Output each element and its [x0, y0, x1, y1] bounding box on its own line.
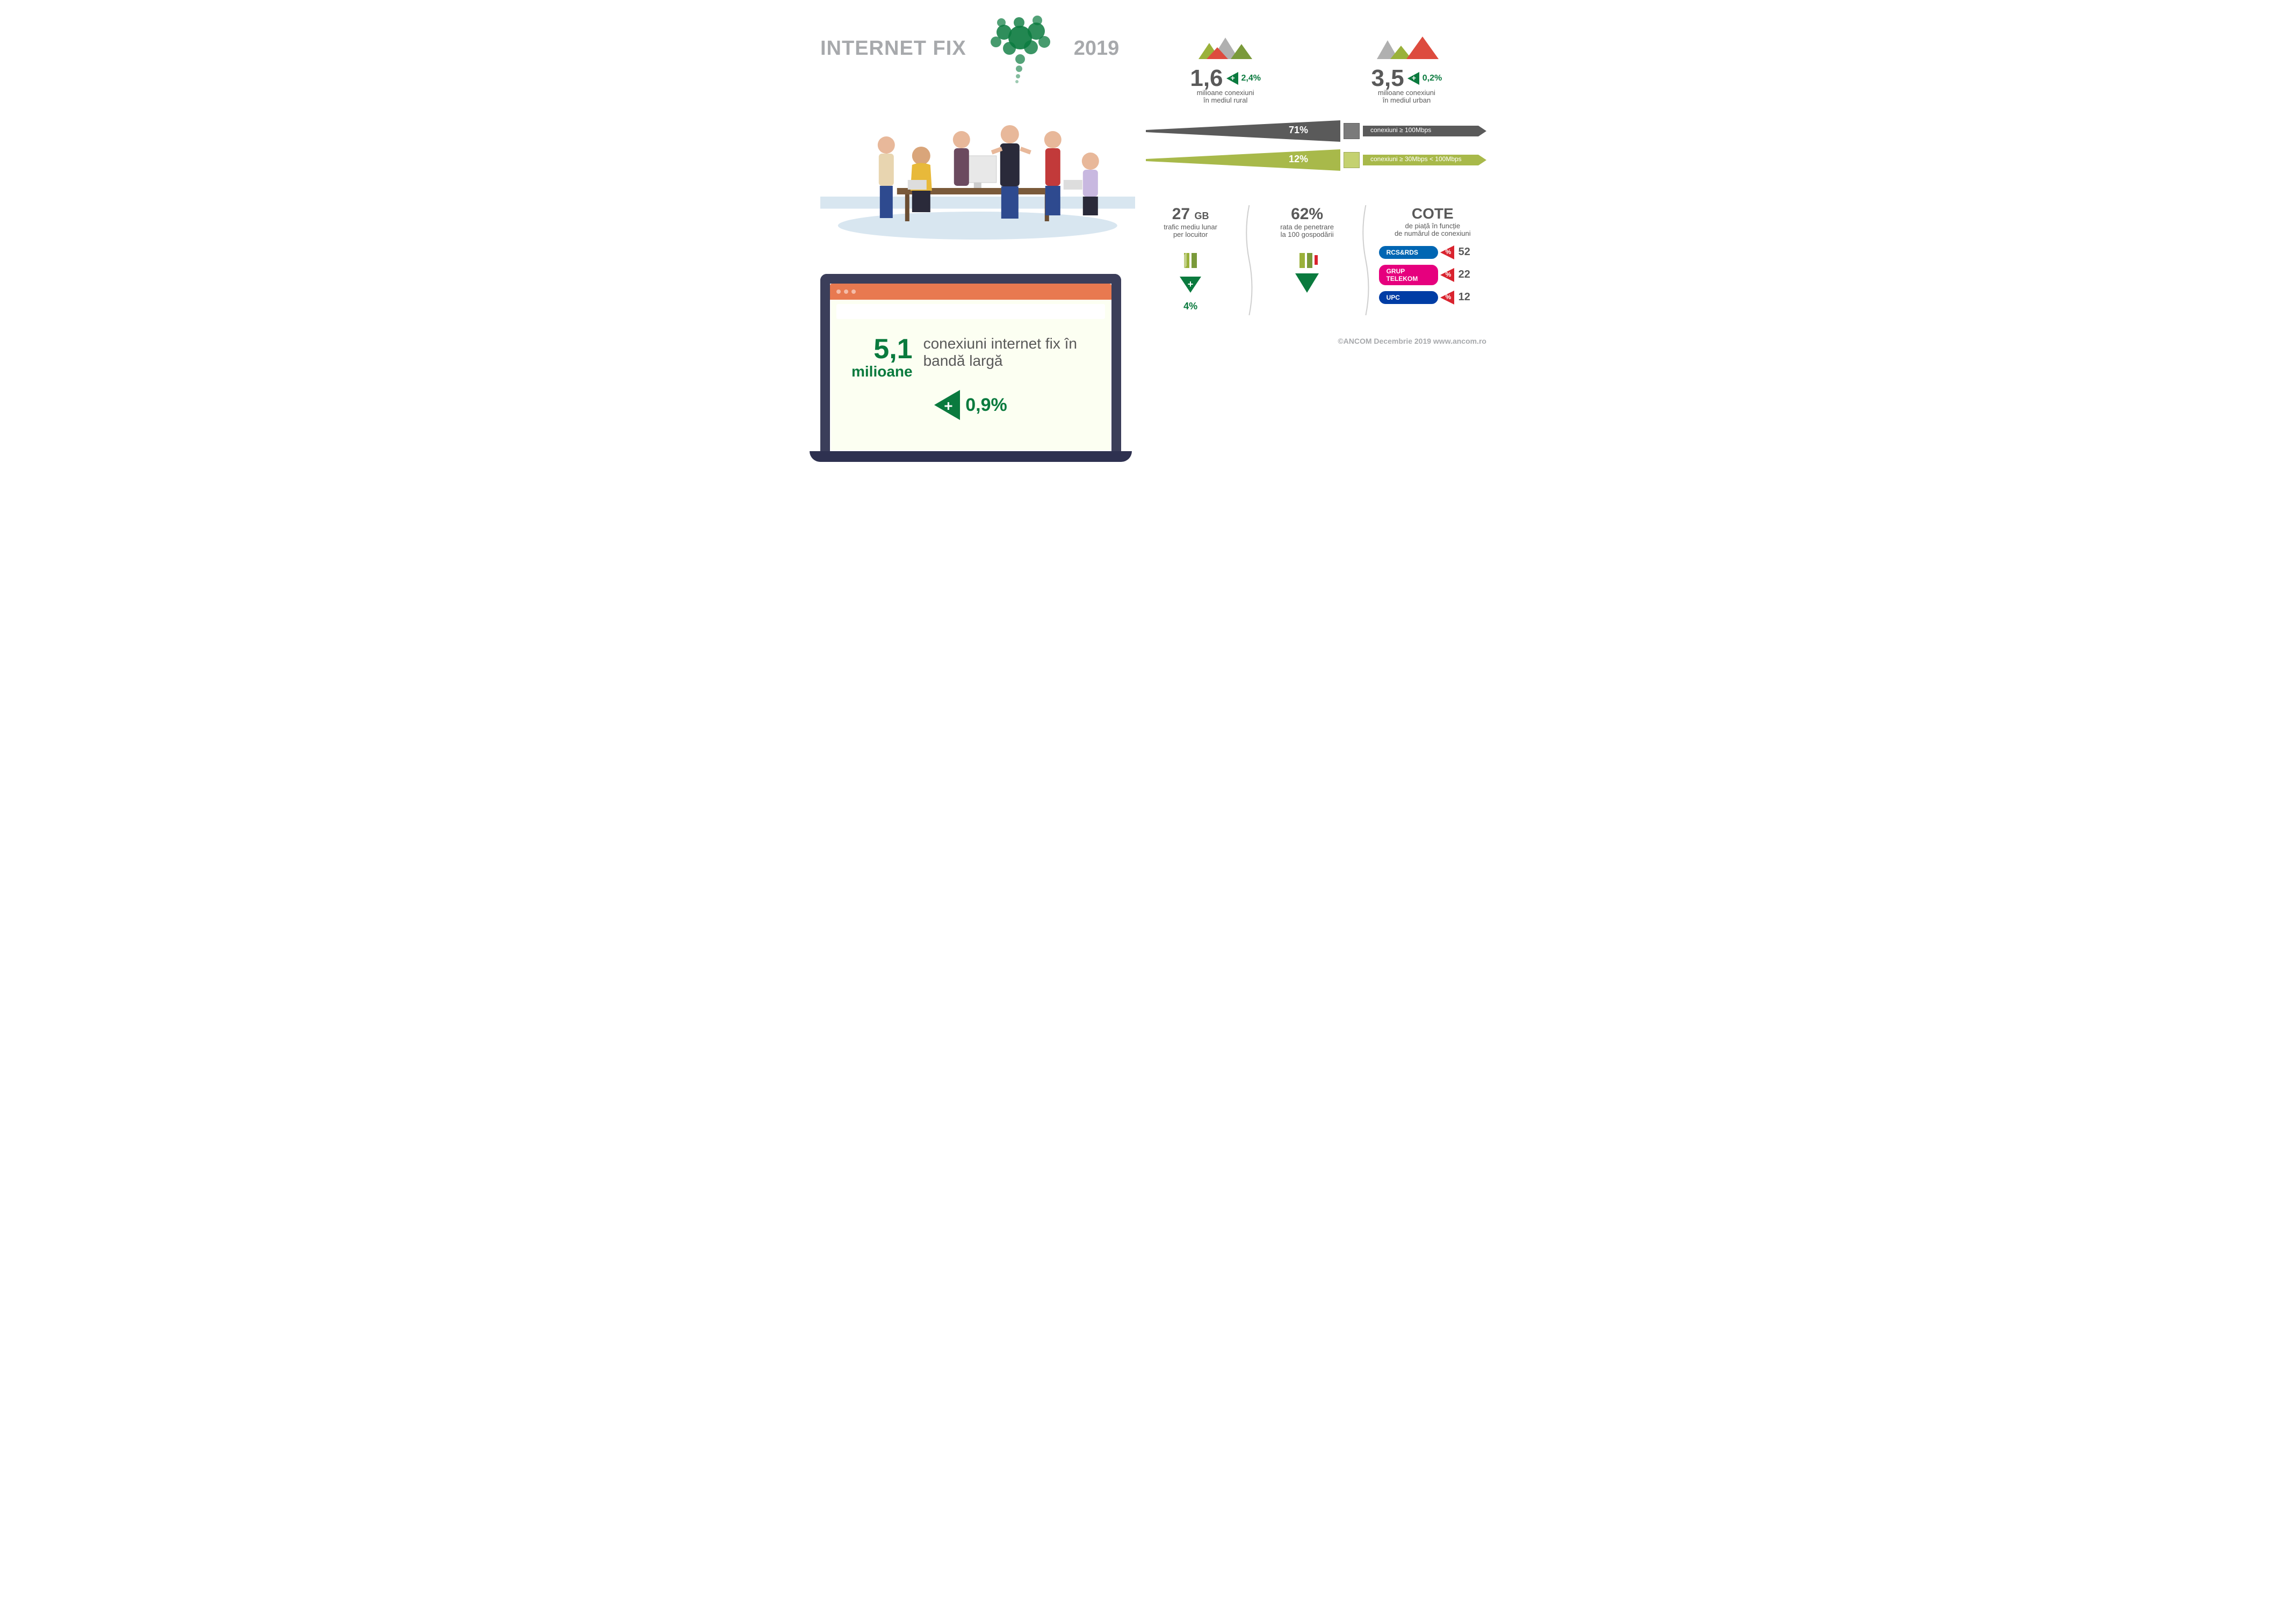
urban-change: 0,2% [1423, 74, 1442, 83]
urban-mountains-icon [1369, 32, 1444, 62]
title-main: INTERNET FIX [820, 37, 966, 60]
share-arrow-icon: % [1440, 268, 1454, 282]
browser-bar [830, 284, 1111, 300]
rural-stat: 1,6 + 2,4% milioane conexiuniîn mediul r… [1188, 32, 1263, 104]
browser-url [836, 304, 1105, 319]
share-value: 52 [1459, 246, 1470, 258]
share-arrow-icon: % [1440, 291, 1454, 305]
header: INTERNET FIX [820, 11, 1135, 86]
share-row: UPC% 12 [1379, 291, 1486, 305]
social-bubble-icon [977, 11, 1063, 86]
total-connections-desc: conexiuni internet fix în bandă largă [923, 335, 1090, 370]
market-share: COTE de piață în funcțiede numărul de co… [1379, 205, 1486, 310]
urban-value: 3,5 [1371, 68, 1404, 89]
tower-icon [1291, 250, 1323, 293]
share-value: 12 [1459, 291, 1470, 303]
rural-change: 2,4% [1241, 74, 1261, 83]
share-value: 22 [1459, 269, 1470, 281]
share-arrow-icon: % [1440, 245, 1454, 259]
tower-icon: + [1174, 250, 1207, 293]
growth-arrow-icon: + [1407, 72, 1419, 85]
urban-stat: 3,5 + 0,2% milioane conexiuniîn mediul u… [1369, 32, 1444, 104]
total-connections-change: 0,9% [965, 395, 1007, 416]
cube-icon [1344, 123, 1360, 139]
penetration-stat: 62% rata de penetrarela 100 gospodării [1262, 205, 1352, 299]
total-connections-value: 5,1 milioane [851, 335, 913, 380]
speed-bar-100mbps: 71% conexiuni ≥ 100Mbps [1146, 120, 1486, 142]
title-year: 2019 [1074, 37, 1120, 60]
footer-credit: ©ANCOM Decembrie 2019 www.ancom.ro [1146, 337, 1486, 345]
share-pill: GRUP TELEKOM [1379, 265, 1438, 285]
laptop-stat: 5,1 milioane conexiuni internet fix în b… [820, 274, 1121, 462]
growth-arrow-icon: + [1226, 72, 1238, 85]
urban-label: milioane conexiuniîn mediul urban [1369, 89, 1444, 105]
rural-label: milioane conexiuniîn mediul rural [1188, 89, 1263, 105]
share-pill: UPC [1379, 291, 1438, 304]
divider-icon [1358, 205, 1374, 315]
growth-arrow-icon: + [934, 390, 960, 420]
people-illustration [820, 91, 1135, 242]
cube-icon [1344, 152, 1360, 168]
traffic-stat: 27 GB trafic mediu lunarper locuitor + 4… [1146, 205, 1236, 312]
svg-text:+: + [1188, 279, 1194, 289]
rural-value: 1,6 [1190, 68, 1223, 89]
speed-bar-30mbps: 12% conexiuni ≥ 30Mbps < 100Mbps [1146, 149, 1486, 171]
rural-mountains-icon [1188, 32, 1263, 62]
divider-icon [1241, 205, 1257, 315]
share-row: RCS&RDS% 52 [1379, 245, 1486, 259]
share-pill: RCS&RDS [1379, 246, 1438, 259]
share-row: GRUP TELEKOM% 22 [1379, 265, 1486, 285]
